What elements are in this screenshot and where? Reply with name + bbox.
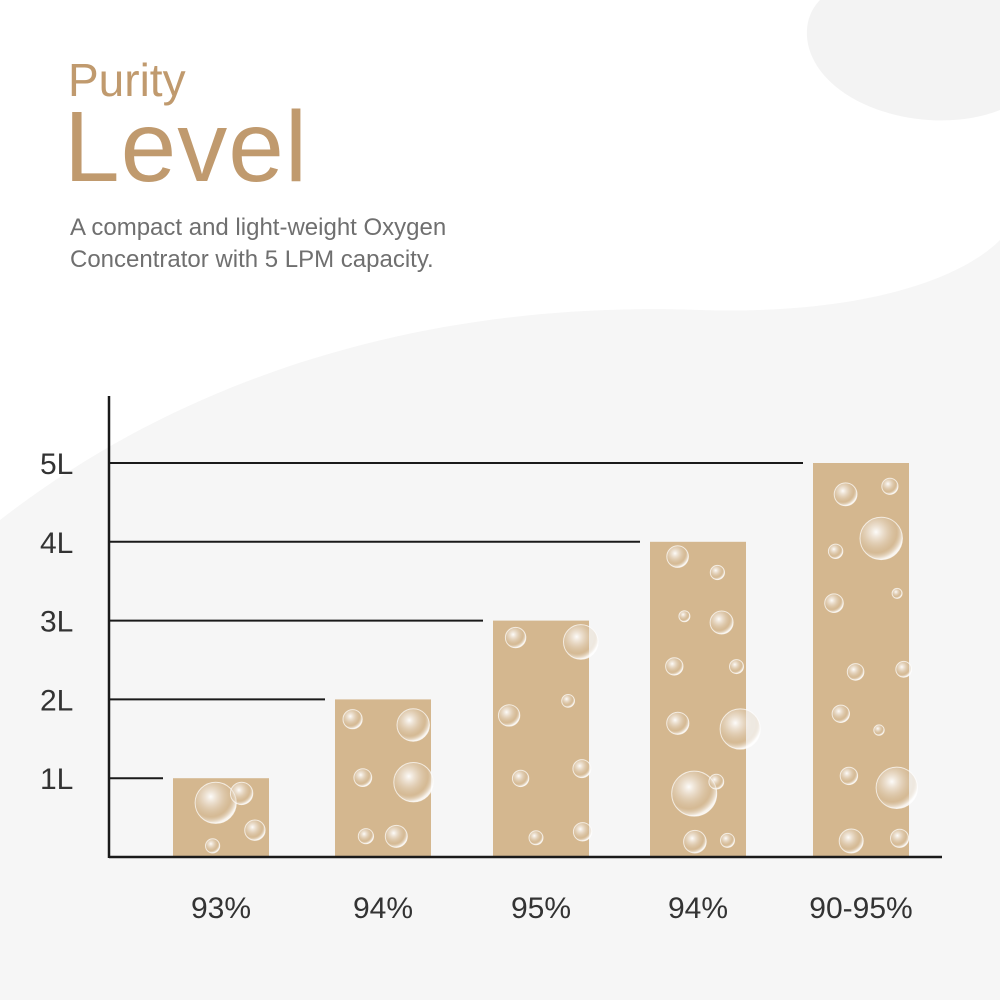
bubble-decoration [708, 773, 725, 790]
bar-group [650, 541, 761, 857]
bubble-decoration [563, 624, 599, 660]
bubble-decoration [511, 769, 530, 788]
bubble-decoration [229, 781, 254, 806]
x-tick-label: 94% [353, 892, 413, 925]
x-tick-label: 94% [668, 892, 728, 925]
description-text: A compact and light-weight Oxygen Concen… [70, 214, 447, 273]
bubble-decoration [353, 768, 373, 787]
bubble-decoration [666, 711, 690, 735]
y-tick-label: 1L [40, 763, 73, 796]
bar-group [173, 778, 269, 857]
bubble-decoration [194, 781, 237, 824]
bubble-decoration [561, 694, 575, 708]
bubble-decoration [891, 587, 903, 599]
bubble-decoration [824, 593, 844, 614]
bubble-decoration [572, 822, 593, 842]
bubble-decoration [342, 709, 363, 730]
x-tick-label: 90-95% [809, 892, 912, 925]
bubble-decoration [396, 708, 430, 742]
bubble-decoration [709, 610, 734, 635]
bubble-decoration [244, 819, 266, 841]
bar-group [493, 620, 599, 857]
bubble-decoration [827, 543, 844, 559]
bubble-decoration [683, 829, 707, 854]
bubble-decoration [572, 759, 592, 779]
y-tick-label: 5L [40, 448, 73, 481]
bubble-decoration [729, 659, 744, 675]
bubble-decoration [384, 824, 408, 848]
x-tick-label: 93% [191, 892, 251, 925]
y-tick-label: 2L [40, 684, 73, 717]
title-line-1: Purity [68, 54, 186, 106]
bubble-decoration [528, 830, 544, 846]
bubble-decoration [890, 828, 910, 848]
bubble-decoration [678, 610, 691, 623]
bubble-decoration [875, 766, 918, 809]
y-tick-label: 3L [40, 606, 73, 639]
bubble-decoration [831, 704, 850, 723]
bar [493, 620, 589, 857]
bubble-decoration [504, 626, 527, 649]
y-tick-label: 4L [40, 527, 73, 560]
bubble-decoration [666, 545, 689, 568]
bubble-decoration [357, 828, 374, 845]
bubble-decoration [671, 770, 718, 817]
bubble-decoration [881, 477, 899, 495]
x-tick-label: 95% [511, 892, 571, 925]
bubble-decoration [665, 657, 684, 676]
bubble-decoration [873, 724, 885, 736]
bubble-decoration [205, 838, 221, 854]
bubble-decoration [497, 704, 521, 727]
title-line-2: Level [64, 91, 309, 203]
bar-group [335, 699, 434, 857]
bubble-decoration [720, 832, 735, 848]
bubble-decoration [833, 482, 858, 507]
bubble-decoration [859, 516, 903, 561]
bubble-decoration [838, 828, 864, 854]
bubble-decoration [895, 660, 913, 678]
bubble-decoration [393, 762, 434, 803]
bar-group [813, 463, 918, 857]
bubble-decoration [839, 766, 859, 786]
bubble-decoration [709, 564, 726, 581]
bubble-decoration [846, 663, 865, 681]
bubble-decoration [719, 708, 761, 750]
